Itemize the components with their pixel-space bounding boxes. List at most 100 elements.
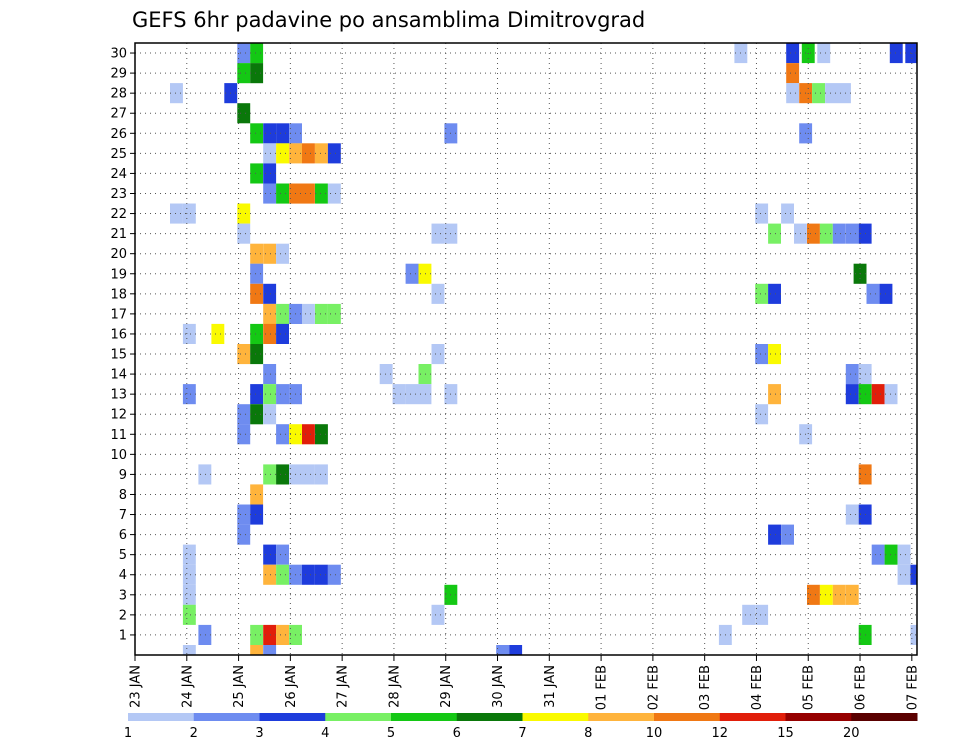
heatmap-cell — [263, 404, 277, 425]
heatmap-cell — [182, 384, 196, 405]
heatmap-cell — [832, 223, 846, 244]
heatmap-cell — [825, 83, 838, 104]
colorbar-label: 8 — [584, 726, 592, 741]
heatmap-cell — [884, 544, 898, 565]
heatmap-cell — [263, 143, 277, 164]
heatmap-cell — [302, 183, 315, 204]
heatmap-cell — [237, 103, 251, 124]
heatmap-cell — [405, 384, 419, 405]
heatmap-cell — [250, 283, 264, 304]
y-tick-label: 4 — [119, 568, 127, 583]
colorbar-label: 10 — [646, 726, 663, 741]
heatmap-cell — [768, 223, 781, 244]
y-tick-label: 8 — [119, 488, 127, 503]
heatmap-cell — [276, 424, 289, 445]
plot-frame — [134, 42, 918, 656]
heatmap-cell — [431, 283, 445, 304]
y-tick-label: 3 — [119, 588, 127, 603]
colorbar-label: 3 — [255, 726, 263, 741]
y-tick-label: 29 — [110, 67, 127, 82]
heatmap-cell — [755, 203, 769, 224]
y-tick-label: 5 — [119, 548, 127, 563]
y-tick-label: 30 — [110, 47, 127, 62]
heatmap-cell — [315, 564, 328, 585]
heatmap-cell — [263, 384, 277, 405]
heatmap-cell — [786, 43, 800, 64]
heatmap-cell — [263, 624, 277, 645]
y-tick-label: 9 — [119, 468, 127, 483]
x-tick-label: 25 JAN — [232, 665, 247, 708]
heatmap-cell — [431, 223, 445, 244]
x-tick-label: 28 JAN — [387, 665, 402, 708]
heatmap-cell — [182, 544, 196, 565]
heatmap-cell — [170, 83, 183, 104]
heatmap-cell — [276, 564, 289, 585]
colorbar-swatch — [588, 713, 655, 721]
heatmap-cell — [889, 43, 903, 64]
y-tick-label: 27 — [110, 107, 127, 122]
heatmap-cell — [871, 384, 885, 405]
heatmap-cell — [302, 303, 315, 324]
x-tick-label: 02 FEB — [646, 665, 661, 710]
heatmap-cell — [768, 524, 781, 545]
heatmap-cell — [315, 464, 328, 485]
heatmap-cell — [263, 364, 277, 385]
grid-layer — [135, 43, 917, 655]
heatmap-cell — [315, 424, 328, 445]
heatmap-cell — [276, 323, 289, 344]
x-tick-label: 30 JAN — [491, 665, 506, 708]
colorbar-label: 20 — [843, 726, 860, 741]
heatmap-cell — [302, 143, 315, 164]
heatmap-cell — [237, 424, 251, 445]
colorbar-swatch — [128, 713, 195, 721]
x-tick-label: 04 FEB — [750, 665, 765, 710]
heatmap-cell — [315, 183, 328, 204]
heatmap-cell — [897, 564, 911, 585]
x-tick-label: 05 FEB — [802, 665, 817, 710]
heatmap-cell — [755, 604, 769, 625]
y-tick-label: 26 — [110, 127, 127, 142]
heatmap-cell — [263, 323, 277, 344]
heatmap-cell — [781, 203, 794, 224]
heatmap-cell — [250, 344, 264, 365]
heatmap-cell — [276, 123, 289, 144]
heatmap-cell — [910, 564, 917, 585]
heatmap-cell — [884, 384, 898, 405]
y-tick-label: 28 — [110, 87, 127, 102]
heatmap-cell — [755, 404, 769, 425]
heatmap-cell — [496, 645, 510, 655]
heatmap-cell — [431, 604, 445, 625]
y-tick-label: 22 — [110, 207, 127, 222]
heatmap-cell — [418, 263, 432, 284]
heatmap-cell — [327, 303, 341, 324]
colorbar-swatch — [719, 713, 786, 721]
colorbar-label: 5 — [387, 726, 395, 741]
heatmap-cell — [768, 283, 781, 304]
heatmap-cell — [302, 564, 315, 585]
heatmap-cell — [182, 203, 196, 224]
heatmap-cell — [237, 404, 251, 425]
heatmap-cell — [250, 43, 264, 64]
heatmap-cell — [781, 524, 794, 545]
colorbar-label: 15 — [777, 726, 794, 741]
heatmap-cell — [845, 223, 859, 244]
heatmap-cell — [198, 464, 212, 485]
heatmap-cell — [755, 283, 769, 304]
heatmap-cell — [807, 223, 820, 244]
heatmap-cell — [250, 645, 264, 655]
heatmap-cell — [786, 63, 800, 84]
heatmap-cell — [276, 143, 289, 164]
heatmap-cell — [276, 183, 289, 204]
heatmap-cell — [263, 564, 277, 585]
colorbar-swatch — [193, 713, 260, 721]
heatmap-cell — [250, 384, 264, 405]
colorbar-label: 4 — [321, 726, 329, 741]
heatmap-cell — [838, 83, 851, 104]
x-tick-label: 07 FEB — [905, 665, 920, 710]
heatmap-cell — [263, 544, 277, 565]
colorbar-label: 2 — [190, 726, 198, 741]
y-tick-label: 25 — [110, 147, 127, 162]
y-tick-label: 16 — [110, 327, 127, 342]
heatmap-cell — [845, 364, 859, 385]
heatmap-cell — [431, 344, 445, 365]
